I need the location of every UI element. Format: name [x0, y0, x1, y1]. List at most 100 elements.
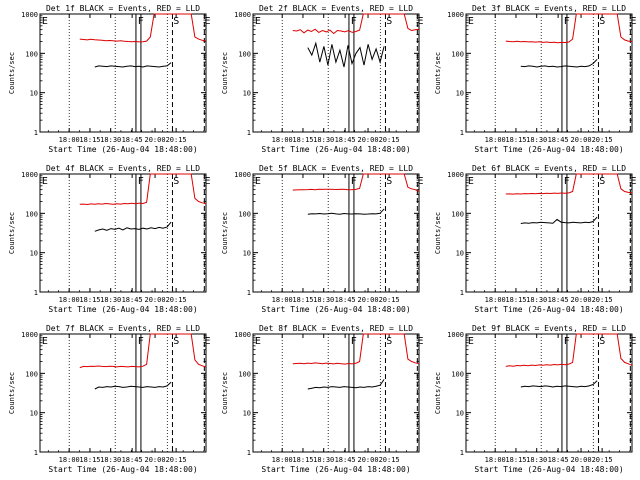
x-axis-label: Start Time (26-Aug-04 18:48:00)	[474, 145, 623, 154]
events-series-line	[94, 381, 172, 390]
interval-marker-e: E	[631, 336, 637, 347]
x-axis-label: Start Time (26-Aug-04 18:48:00)	[48, 145, 197, 154]
y-tick-label: 1000	[447, 11, 464, 19]
detector-panel-6: Det 6f BLACK = Events, RED = LLD Start Ti…	[434, 164, 637, 314]
interval-marker-e: E	[205, 16, 211, 27]
panel-title: Det 3f BLACK = Events, RED = LLD	[472, 4, 626, 13]
panel-title: Det 6f BLACK = Events, RED = LLD	[472, 164, 626, 173]
x-tick-label: 18:45	[122, 136, 143, 144]
y-tick-label: 1000	[21, 331, 38, 339]
y-axis-label: Counts/sec	[8, 52, 16, 94]
x-tick-label: 18:15	[505, 296, 526, 304]
y-tick-label: 100	[238, 50, 251, 58]
plot-frame	[252, 173, 420, 293]
y-tick-label: 1000	[21, 11, 38, 19]
y-tick-label: 100	[25, 370, 38, 378]
x-tick-label: 18:00	[59, 136, 80, 144]
x-tick-label: 18:00	[59, 456, 80, 464]
x-tick-label: 20:15	[592, 456, 613, 464]
y-tick-label: 1000	[234, 11, 251, 19]
x-axis-label: Start Time (26-Aug-04 18:48:00)	[474, 305, 623, 314]
y-tick-label: 1	[460, 129, 464, 137]
interval-marker-s: S	[599, 176, 605, 187]
x-tick-label: 18:15	[292, 136, 313, 144]
panel-title: Det 7f BLACK = Events, RED = LLD	[46, 324, 200, 333]
detector-panel-8: Det 8f BLACK = Events, RED = LLD Start Ti…	[221, 324, 424, 474]
interval-marker-e: E	[255, 336, 261, 347]
y-tick-label: 10	[243, 410, 251, 418]
y-axis-label: Counts/sec	[8, 372, 16, 414]
y-axis-label: Counts/sec	[434, 372, 442, 414]
y-tick-label: 10	[456, 250, 464, 258]
x-tick-label: 20:00	[570, 296, 591, 304]
events-series-line	[520, 216, 598, 224]
interval-marker-f: F	[351, 336, 357, 347]
x-tick-label: 18:15	[505, 136, 526, 144]
y-tick-label: 1000	[234, 171, 251, 179]
x-tick-label: 18:30	[100, 136, 121, 144]
y-tick-label: 100	[451, 370, 464, 378]
lld-series-line	[505, 13, 633, 44]
x-tick-label: 18:00	[272, 456, 293, 464]
plot-frame	[252, 13, 420, 133]
y-tick-label: 1	[247, 449, 251, 457]
y-tick-label: 100	[25, 50, 38, 58]
detector-panel-4: Det 4f BLACK = Events, RED = LLD Start Ti…	[8, 164, 211, 314]
lld-series-line	[79, 173, 207, 206]
interval-marker-e: E	[205, 176, 211, 187]
x-tick-label: 20:00	[570, 456, 591, 464]
x-axis-label: Start Time (26-Aug-04 18:48:00)	[474, 465, 623, 474]
interval-marker-e: E	[255, 16, 261, 27]
x-tick-label: 20:00	[570, 136, 591, 144]
x-tick-label: 18:30	[313, 456, 334, 464]
lld-series-line	[505, 333, 633, 367]
events-series-line	[520, 59, 598, 68]
x-tick-label: 20:15	[166, 136, 187, 144]
x-tick-label: 20:15	[592, 136, 613, 144]
x-tick-label: 18:00	[485, 136, 506, 144]
detector-panel-3: Det 3f BLACK = Events, RED = LLD Start Ti…	[434, 4, 637, 154]
x-axis-label: Start Time (26-Aug-04 18:48:00)	[48, 465, 197, 474]
x-tick-label: 18:45	[335, 136, 356, 144]
x-tick-label: 18:30	[526, 296, 547, 304]
interval-marker-s: S	[173, 16, 179, 27]
plot-frame	[252, 333, 420, 453]
interval-marker-s: S	[599, 336, 605, 347]
y-tick-label: 10	[456, 90, 464, 98]
x-tick-label: 18:30	[313, 136, 334, 144]
events-series-line	[307, 208, 385, 215]
x-tick-label: 18:15	[79, 456, 100, 464]
y-tick-label: 100	[451, 210, 464, 218]
interval-marker-e: E	[418, 16, 424, 27]
y-tick-label: 10	[243, 250, 251, 258]
x-tick-label: 18:00	[485, 456, 506, 464]
y-tick-label: 10	[30, 250, 38, 258]
lld-series-line	[505, 173, 633, 195]
detector-panel-7: Det 7f BLACK = Events, RED = LLD Start Ti…	[8, 324, 211, 474]
x-tick-label: 18:30	[313, 296, 334, 304]
panel-title: Det 5f BLACK = Events, RED = LLD	[259, 164, 413, 173]
x-tick-label: 18:45	[548, 136, 569, 144]
x-tick-label: 18:30	[100, 456, 121, 464]
plot-frame	[465, 13, 633, 133]
panel-title: Det 2f BLACK = Events, RED = LLD	[259, 4, 413, 13]
y-tick-label: 1	[247, 289, 251, 297]
panel-title: Det 8f BLACK = Events, RED = LLD	[259, 324, 413, 333]
y-tick-label: 1000	[21, 171, 38, 179]
x-tick-label: 18:00	[272, 136, 293, 144]
plot-frame	[39, 333, 207, 453]
interval-marker-e: E	[42, 176, 48, 187]
x-tick-label: 20:00	[144, 456, 165, 464]
interval-marker-e: E	[468, 16, 474, 27]
x-axis-label: Start Time (26-Aug-04 18:48:00)	[48, 305, 197, 314]
interval-marker-e: E	[205, 336, 211, 347]
detector-panel-1: Det 1f BLACK = Events, RED = LLD Start Ti…	[8, 4, 211, 154]
events-series-line	[94, 221, 172, 232]
events-series-line	[520, 380, 598, 388]
plot-frame	[39, 173, 207, 293]
lld-series-line	[79, 333, 207, 369]
panel-title: Det 4f BLACK = Events, RED = LLD	[46, 164, 200, 173]
x-tick-label: 18:45	[548, 296, 569, 304]
interval-marker-e: E	[631, 176, 637, 187]
